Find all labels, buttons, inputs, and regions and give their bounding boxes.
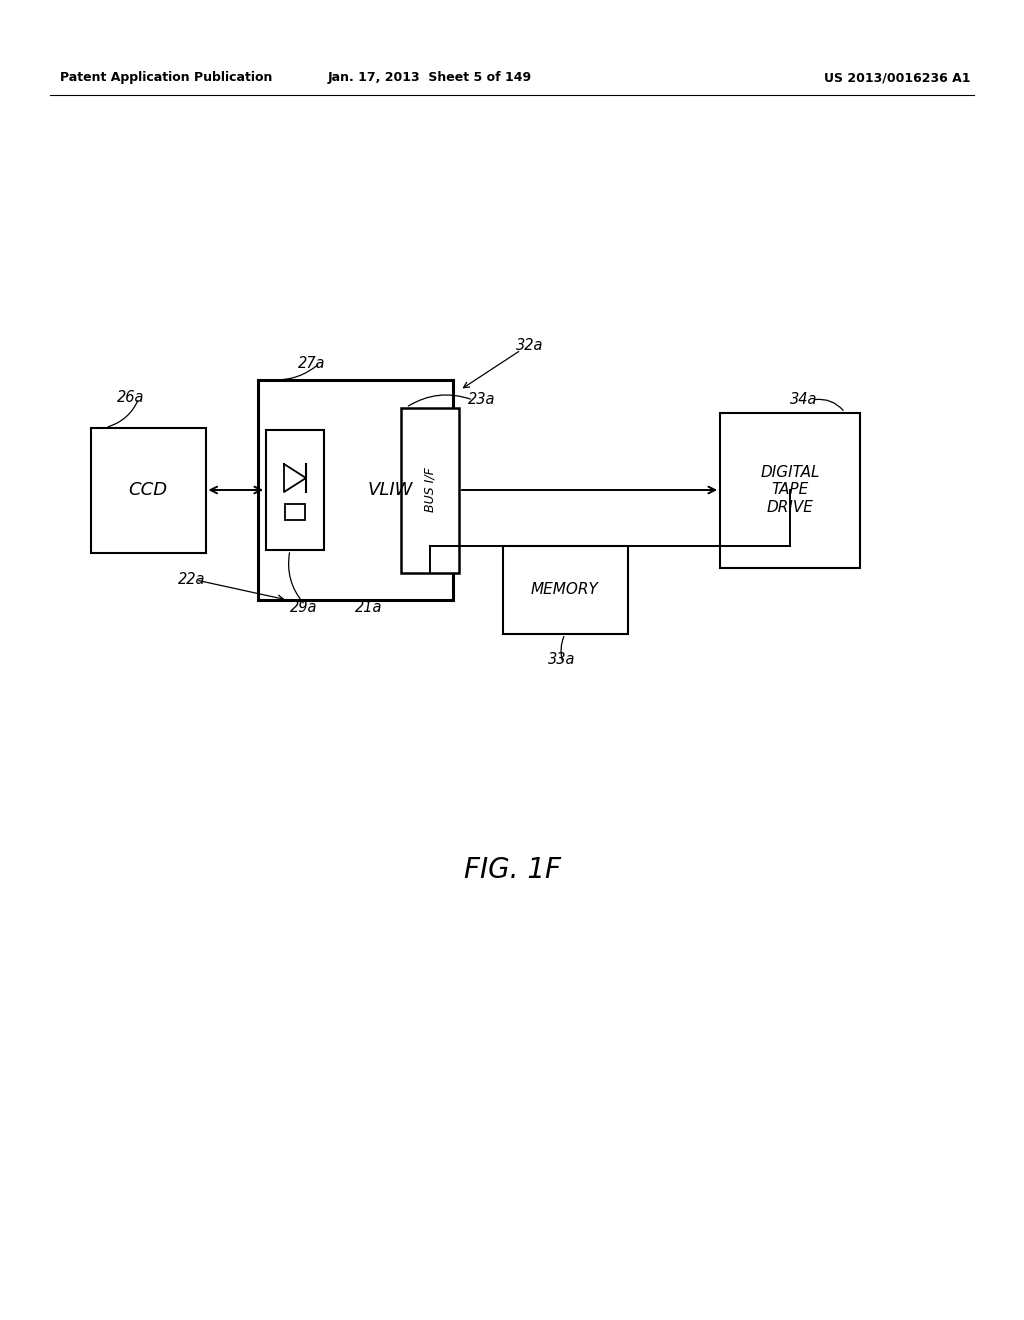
Text: 26a: 26a	[117, 391, 144, 405]
Text: 32a: 32a	[516, 338, 544, 352]
Text: 34a: 34a	[790, 392, 817, 408]
Text: 21a: 21a	[355, 601, 383, 615]
Text: 33a: 33a	[548, 652, 575, 668]
Bar	[503, 546, 628, 634]
Text: 23a: 23a	[468, 392, 496, 408]
Text: 22a: 22a	[178, 573, 206, 587]
Text: FIG. 1F: FIG. 1F	[464, 855, 560, 884]
Bar	[90, 428, 206, 553]
Bar	[401, 408, 459, 573]
Text: 27a: 27a	[298, 355, 326, 371]
Bar	[720, 412, 860, 568]
Bar	[257, 380, 453, 601]
Text: VLIW: VLIW	[368, 480, 413, 499]
Text: MEMORY: MEMORY	[531, 582, 599, 598]
Text: BUS I/F: BUS I/F	[424, 467, 436, 512]
Bar	[266, 430, 324, 550]
Bar	[285, 504, 305, 520]
Text: DIGITAL
TAPE
DRIVE: DIGITAL TAPE DRIVE	[760, 465, 820, 515]
Text: Jan. 17, 2013  Sheet 5 of 149: Jan. 17, 2013 Sheet 5 of 149	[328, 71, 532, 84]
Text: 29a: 29a	[290, 601, 317, 615]
Text: Patent Application Publication: Patent Application Publication	[60, 71, 272, 84]
Text: US 2013/0016236 A1: US 2013/0016236 A1	[823, 71, 970, 84]
Text: CCD: CCD	[128, 480, 168, 499]
